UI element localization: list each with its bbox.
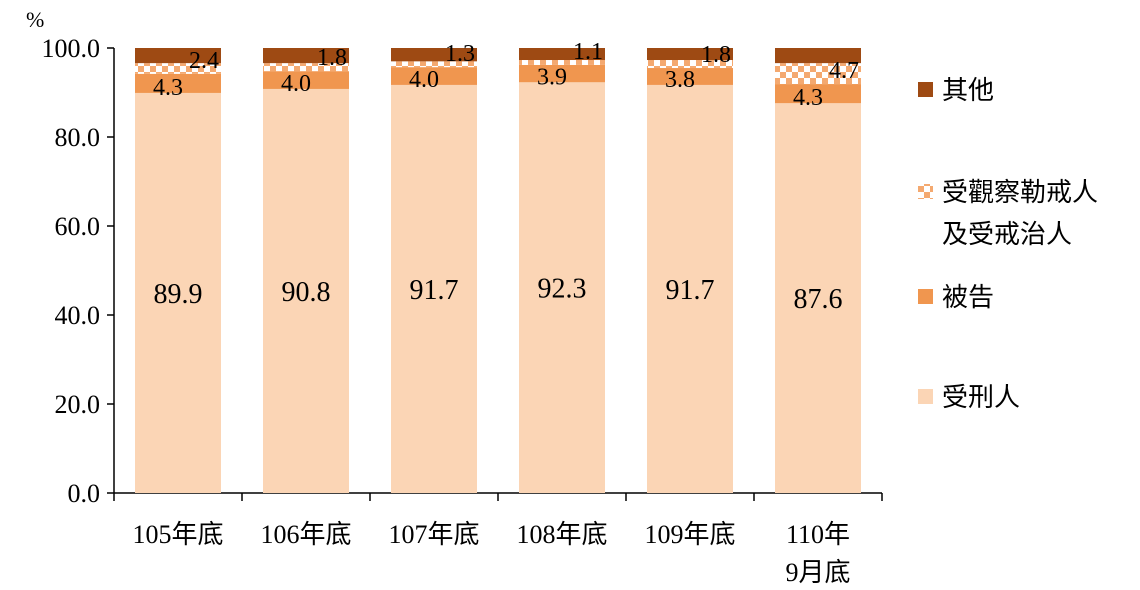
y-tick-label: 20.0 [55, 390, 101, 419]
x-tick-label: 105年底 [132, 520, 223, 549]
data-label: 2.4 [189, 48, 219, 74]
data-label: 91.7 [666, 275, 715, 306]
bar-segment-2 [519, 60, 605, 65]
x-tick-label: 9月底 [785, 558, 850, 587]
bar-segment-3 [135, 48, 221, 64]
bar-segment-2 [263, 63, 349, 72]
data-label: 4.3 [793, 85, 823, 111]
data-label: 90.8 [282, 277, 331, 308]
bar-segment-3 [519, 48, 605, 61]
y-tick-label: 0.0 [68, 479, 101, 508]
legend-label: 及受戒治人 [942, 220, 1072, 249]
bar-segment-1 [647, 68, 733, 85]
bar-segment-2 [647, 60, 733, 69]
data-label: 1.8 [701, 42, 731, 68]
bar-segment-0 [519, 82, 605, 493]
x-tick-label: 107年底 [388, 520, 479, 549]
data-label: 92.3 [538, 274, 587, 305]
data-label: 91.7 [410, 275, 459, 306]
bar-segment-3 [263, 48, 349, 64]
data-label: 1.1 [573, 39, 603, 65]
data-labels: 89.9 90.8 91.7 92.3 91.7 87.6 4.3 4.0 4.0 3.9 3.8 4… [153, 39, 859, 315]
legend-label: 被告 [942, 283, 994, 312]
bar-segment-1 [135, 73, 221, 93]
data-label: 4.0 [281, 71, 311, 97]
bar-segment-0 [775, 103, 861, 494]
data-label: 87.6 [794, 284, 843, 315]
data-label: 3.8 [665, 67, 695, 93]
y-axis-unit: % [26, 7, 44, 32]
x-tick-label: 108年底 [516, 520, 607, 549]
legend-label: 受刑人 [942, 383, 1020, 412]
legend-swatch [918, 184, 933, 199]
data-label: 3.9 [537, 64, 567, 90]
bar-segment-1 [263, 71, 349, 89]
bar-segment-3 [775, 48, 861, 64]
x-tick-label: 110年 [786, 520, 850, 549]
legend-label: 受觀察勒戒人 [942, 178, 1098, 207]
data-label: 4.0 [409, 67, 439, 93]
y-tick-label: 60.0 [55, 212, 101, 241]
bar-segment-3 [647, 48, 733, 61]
data-label: 1.3 [445, 41, 475, 67]
bar-segment-3 [391, 48, 477, 62]
bar-segment-0 [391, 84, 477, 493]
bar-segment-1 [519, 64, 605, 83]
legend-label: 其他 [942, 76, 994, 105]
axes: 0.0 20.0 40.0 60.0 80.0 100.0 105年底 106年底 107年底 1… [42, 34, 883, 587]
legend-swatch [918, 389, 933, 404]
data-label: 1.8 [317, 45, 347, 71]
y-tick-label: 40.0 [55, 301, 101, 330]
bar-segment-2 [135, 63, 221, 74]
data-label: 4.3 [153, 75, 183, 101]
y-tick-label: 80.0 [55, 123, 101, 152]
y-tick-label: 100.0 [42, 34, 101, 63]
bar-segment-0 [647, 84, 733, 493]
bar-segment-0 [263, 88, 349, 493]
bar-segment-1 [391, 67, 477, 85]
x-tick-label: 106年底 [260, 520, 351, 549]
x-tick-label: 109年底 [644, 520, 735, 549]
legend-swatch [918, 289, 933, 304]
bars [135, 48, 861, 494]
legend-swatch [918, 82, 933, 97]
data-label: 89.9 [154, 279, 203, 310]
bar-segment-0 [135, 92, 221, 493]
data-label: 4.7 [829, 58, 859, 84]
bar-segment-2 [775, 63, 861, 85]
bar-segment-2 [391, 61, 477, 68]
bar-segment-1 [775, 84, 861, 104]
